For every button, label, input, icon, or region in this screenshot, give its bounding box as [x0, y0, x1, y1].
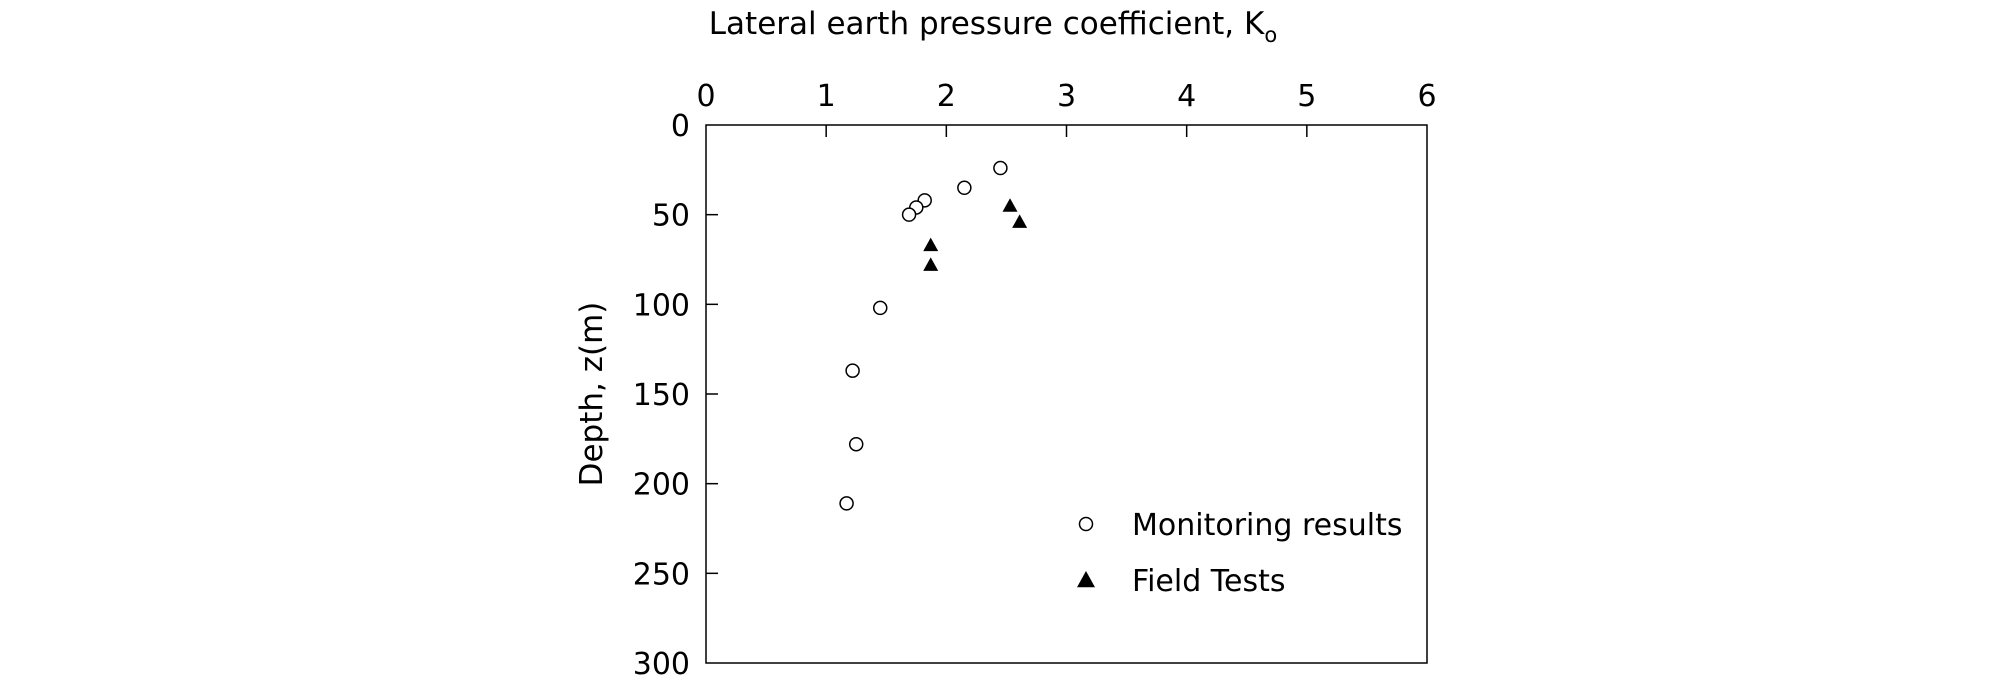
y-axis-ticks: 0 50 100 150 200 250 300 [633, 109, 718, 680]
chart-title: Lateral earth pressure coefficient, Ko [709, 6, 1277, 47]
legend-marker-monitoring [1078, 516, 1094, 532]
monitoring-result-point [872, 300, 888, 316]
chart-title-subscript: o [1264, 23, 1277, 47]
x-tick-label: 4 [1177, 79, 1196, 114]
y-axis-label: Depth, z(m) [574, 302, 610, 487]
monitoring-result-point [845, 363, 860, 378]
monitoring-result-point [993, 160, 1008, 176]
field-test-point [1002, 198, 1018, 212]
x-tick-label: 5 [1297, 79, 1316, 114]
monitoring-result-point [839, 496, 854, 511]
y-tick-label: 300 [633, 647, 690, 680]
x-tick-label: 0 [696, 79, 715, 114]
monitoring-result-point [957, 180, 972, 196]
y-tick-label: 0 [671, 109, 690, 144]
field-test-point [923, 257, 939, 271]
field-test-point [1012, 214, 1028, 228]
monitoring-result-point [901, 207, 917, 222]
y-tick-label: 250 [633, 557, 690, 592]
x-tick-label: 6 [1417, 79, 1436, 114]
legend-marker-field-tests [1077, 571, 1095, 588]
chart-title-main: Lateral earth pressure coefficient, K [709, 6, 1265, 42]
y-tick-label: 150 [633, 378, 690, 413]
data-points [839, 160, 1028, 511]
legend-label: Field Tests [1132, 564, 1286, 599]
y-tick-label: 100 [633, 288, 690, 323]
field-test-point [923, 237, 939, 252]
x-axis-ticks: 0 1 2 3 4 5 6 [696, 79, 1437, 137]
legend: Monitoring results Field Tests [1077, 508, 1402, 599]
x-tick-label: 3 [1057, 79, 1076, 114]
y-tick-label: 50 [652, 199, 690, 234]
plot-area-frame [705, 124, 1428, 664]
monitoring-result-point [848, 436, 864, 452]
x-tick-label: 2 [937, 79, 956, 114]
y-tick-label: 200 [633, 468, 690, 503]
x-tick-label: 1 [817, 79, 836, 114]
legend-label: Monitoring results [1132, 508, 1402, 543]
